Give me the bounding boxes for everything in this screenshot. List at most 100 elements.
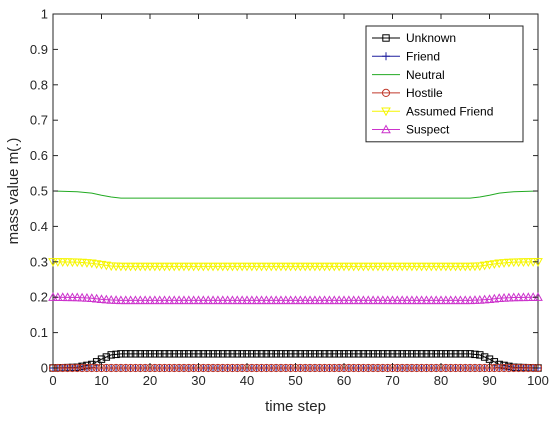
legend-marker xyxy=(381,107,391,117)
legend-label: Assumed Friend xyxy=(406,104,493,118)
series-marker xyxy=(165,350,174,358)
series-marker xyxy=(67,292,78,302)
series-marker xyxy=(455,262,466,272)
x-tick-label: 100 xyxy=(527,373,549,388)
series-marker xyxy=(402,262,412,272)
series-marker xyxy=(217,295,228,305)
series-marker xyxy=(72,258,83,268)
series-marker xyxy=(445,262,456,272)
series-marker xyxy=(194,350,203,358)
series-marker xyxy=(480,363,489,373)
series-marker xyxy=(256,295,267,305)
series-marker xyxy=(349,363,358,373)
series-marker xyxy=(136,350,145,358)
series-marker xyxy=(315,363,324,373)
series-marker xyxy=(450,262,461,272)
x-tick-label: 50 xyxy=(288,373,302,388)
series-marker xyxy=(223,350,232,358)
series-marker xyxy=(72,292,83,302)
series-marker xyxy=(373,295,383,305)
series-marker xyxy=(397,295,408,305)
series-marker xyxy=(416,262,427,272)
legend-marker xyxy=(381,88,391,98)
series-marker xyxy=(354,350,363,358)
series-marker xyxy=(393,363,402,373)
series-marker xyxy=(107,351,115,359)
series-marker xyxy=(432,350,440,358)
series-marker xyxy=(290,295,301,305)
x-tick-label: 80 xyxy=(434,373,448,388)
series-marker xyxy=(141,363,150,373)
series-marker xyxy=(344,295,354,305)
legend-item: Unknown xyxy=(372,31,456,45)
series-marker xyxy=(218,363,227,373)
series-marker xyxy=(484,260,495,270)
series-marker xyxy=(508,258,519,268)
series-marker xyxy=(436,262,446,272)
series-marker xyxy=(363,295,374,305)
series-marker xyxy=(165,363,174,373)
series-marker xyxy=(306,350,314,358)
series-marker xyxy=(518,292,529,302)
series-marker xyxy=(339,262,349,272)
series-marker xyxy=(175,350,183,358)
series-marker xyxy=(301,350,309,358)
series-marker xyxy=(369,350,377,358)
series-marker xyxy=(248,350,256,358)
series-marker xyxy=(189,363,198,373)
series-marker xyxy=(106,262,117,272)
series-marker xyxy=(140,262,150,272)
series-marker xyxy=(413,350,421,358)
series-marker xyxy=(204,350,212,358)
y-tick-label: 1 xyxy=(41,7,48,22)
series-marker xyxy=(490,363,499,373)
series-marker xyxy=(280,295,291,305)
series-marker xyxy=(334,295,344,305)
legend-label: Hostile xyxy=(406,86,443,100)
y-tick-label: 0.4 xyxy=(30,219,48,234)
series-marker xyxy=(524,363,533,373)
series-marker xyxy=(251,295,262,305)
series-marker xyxy=(441,295,451,305)
series-marker xyxy=(504,292,514,302)
series-marker xyxy=(228,363,237,373)
y-tick-label: 0.7 xyxy=(30,113,48,128)
series-marker xyxy=(509,363,518,373)
series-marker xyxy=(335,350,343,358)
series-marker xyxy=(101,294,112,304)
series-marker xyxy=(67,258,78,268)
series-marker xyxy=(68,363,77,373)
series-marker xyxy=(417,350,426,358)
series-marker xyxy=(345,350,353,358)
legend-marker xyxy=(381,124,391,134)
series-marker xyxy=(426,262,437,272)
series-marker xyxy=(156,350,164,358)
series-marker xyxy=(223,363,232,373)
series-marker xyxy=(169,295,180,305)
series-marker xyxy=(117,350,125,358)
series-marker xyxy=(276,295,286,305)
series-marker xyxy=(77,292,87,302)
series-marker xyxy=(335,363,344,373)
series-marker xyxy=(411,262,422,272)
series-marker xyxy=(116,262,126,272)
series-marker xyxy=(479,261,490,271)
series-marker xyxy=(179,295,189,305)
series-marker xyxy=(102,363,111,373)
series-marker xyxy=(213,295,223,305)
series-marker xyxy=(262,363,271,373)
series-marker xyxy=(185,350,193,358)
series-marker xyxy=(251,262,262,272)
series-marker xyxy=(422,350,431,358)
series-marker xyxy=(169,262,180,272)
series-marker xyxy=(479,294,490,304)
series-marker xyxy=(219,350,227,358)
series-marker xyxy=(319,295,330,305)
series-marker xyxy=(267,363,276,373)
series-marker xyxy=(358,262,369,272)
y-tick-label: 0.6 xyxy=(30,148,48,163)
series-marker xyxy=(451,350,460,358)
series-marker xyxy=(188,295,199,305)
series-marker xyxy=(126,363,135,373)
series-marker xyxy=(228,350,237,358)
